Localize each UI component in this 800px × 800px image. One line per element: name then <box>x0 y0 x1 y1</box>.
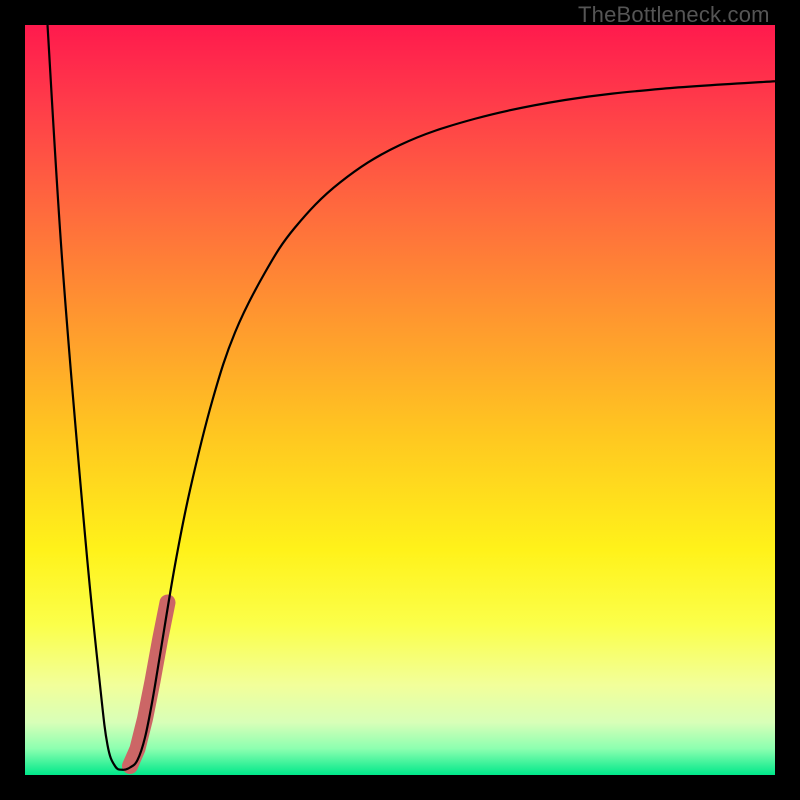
plot-area <box>25 25 775 775</box>
chart-frame: TheBottleneck.com <box>0 0 800 800</box>
highlight-segment <box>130 603 168 767</box>
curve-layer <box>25 25 775 775</box>
watermark-text: TheBottleneck.com <box>578 2 770 28</box>
